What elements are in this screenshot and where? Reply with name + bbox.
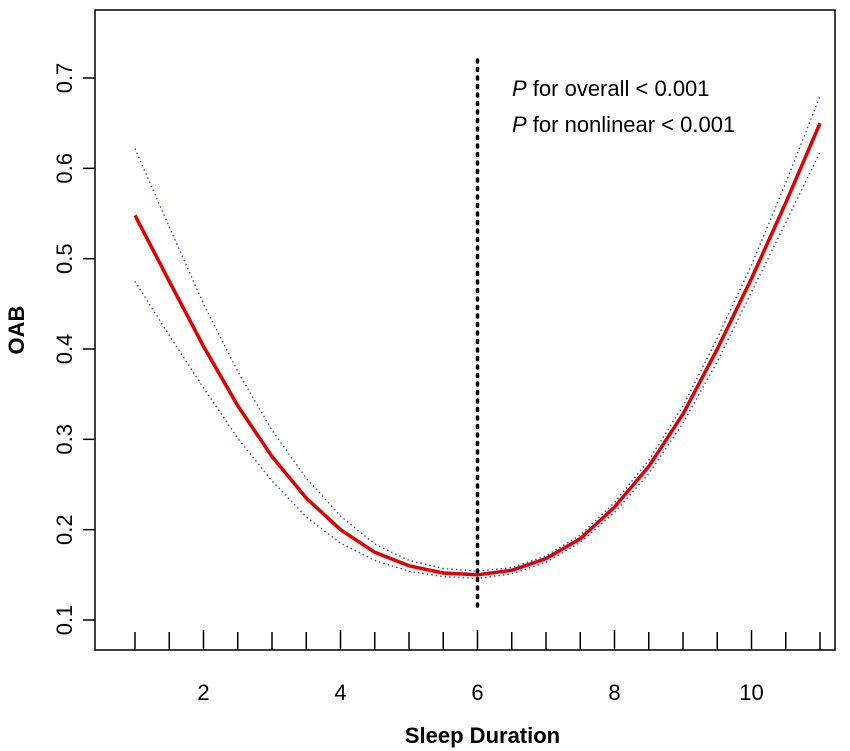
y-tick-label: 0.5 bbox=[52, 243, 77, 274]
y-tick-label: 0.2 bbox=[52, 514, 77, 545]
annotation-group: P for overall < 0.001 P for nonlinear < 0… bbox=[512, 76, 735, 137]
x-axis-title: Sleep Duration bbox=[405, 723, 560, 748]
x-tick-label: 4 bbox=[334, 680, 346, 705]
y-tick-label: 0.4 bbox=[52, 334, 77, 365]
x-tick-label: 6 bbox=[471, 680, 483, 705]
x-tick-label: 10 bbox=[739, 680, 763, 705]
p-value-annotation: P for overall < 0.001 bbox=[512, 76, 710, 101]
plot-frame bbox=[94, 9, 836, 651]
y-tick-label: 0.1 bbox=[52, 605, 77, 636]
estimate-line bbox=[133, 122, 822, 577]
x-axis: 2 4 6 8 10 bbox=[134, 630, 821, 705]
x-tick-label: 2 bbox=[197, 680, 209, 705]
y-axis-title: OAB bbox=[4, 306, 29, 355]
confidence-band-group bbox=[134, 95, 821, 580]
estimate-line-group bbox=[133, 122, 822, 577]
y-tick-label: 0.7 bbox=[52, 63, 77, 94]
y-tick-label: 0.3 bbox=[52, 424, 77, 455]
y-axis: 0.1 0.2 0.3 0.4 0.5 0.6 0.7 bbox=[52, 63, 95, 636]
x-tick-label: 8 bbox=[608, 680, 620, 705]
y-tick-label: 0.6 bbox=[52, 153, 77, 184]
p-value-annotation: P for nonlinear < 0.001 bbox=[512, 112, 735, 137]
